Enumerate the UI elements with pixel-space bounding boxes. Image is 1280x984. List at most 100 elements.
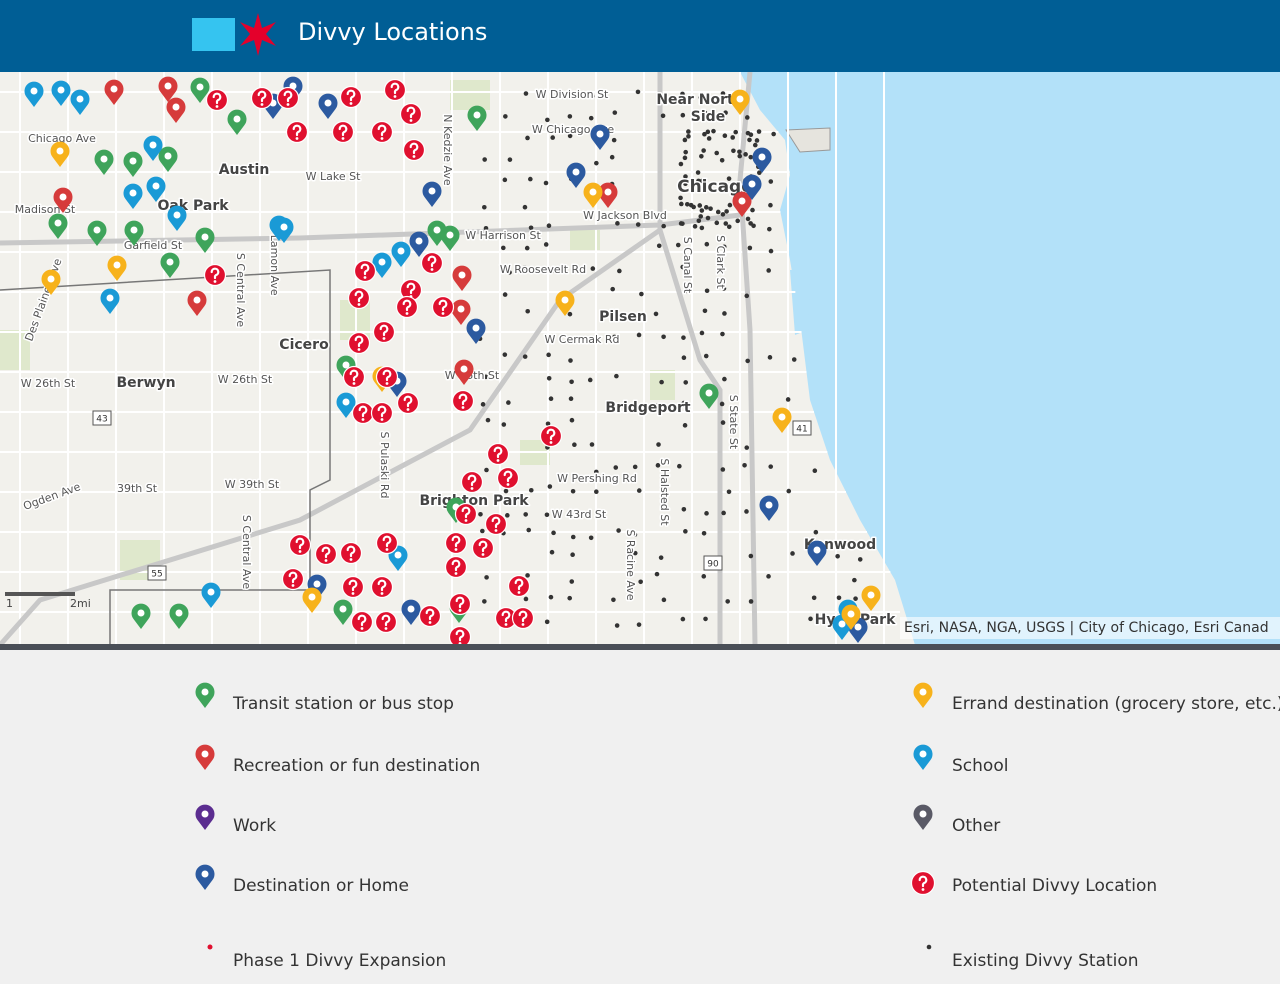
potential-location[interactable] (507, 574, 531, 598)
location-marker[interactable] (452, 265, 472, 291)
location-marker[interactable] (169, 603, 189, 629)
location-marker[interactable] (427, 220, 447, 246)
potential-location[interactable] (496, 466, 520, 490)
location-marker[interactable] (158, 146, 178, 172)
location-marker[interactable] (104, 79, 124, 105)
potential-location[interactable] (399, 278, 423, 302)
location-marker[interactable] (772, 407, 792, 433)
location-marker[interactable] (123, 183, 143, 209)
potential-location[interactable] (370, 120, 394, 144)
potential-location[interactable] (203, 263, 227, 287)
location-marker[interactable] (51, 80, 71, 106)
location-marker[interactable] (48, 213, 68, 239)
location-marker[interactable] (41, 269, 61, 295)
location-marker[interactable] (131, 603, 151, 629)
potential-location[interactable] (444, 555, 468, 579)
potential-location[interactable] (448, 592, 472, 616)
potential-location[interactable] (370, 575, 394, 599)
potential-location[interactable] (375, 365, 399, 389)
location-marker[interactable] (566, 162, 586, 188)
location-marker[interactable] (391, 241, 411, 267)
potential-location[interactable] (374, 610, 398, 634)
location-marker[interactable] (699, 383, 719, 409)
potential-location[interactable] (486, 442, 510, 466)
potential-location[interactable] (539, 424, 563, 448)
location-marker[interactable] (227, 109, 247, 135)
location-marker[interactable] (732, 191, 752, 217)
potential-location[interactable] (370, 401, 394, 425)
potential-location[interactable] (402, 138, 426, 162)
potential-location[interactable] (460, 470, 484, 494)
potential-location[interactable] (420, 251, 444, 275)
location-marker[interactable] (333, 599, 353, 625)
location-marker[interactable] (440, 225, 460, 251)
location-marker[interactable] (759, 495, 779, 521)
location-marker[interactable] (752, 147, 772, 173)
potential-location[interactable] (205, 88, 229, 112)
potential-location[interactable] (418, 604, 442, 628)
location-marker[interactable] (401, 599, 421, 625)
location-marker[interactable] (167, 205, 187, 231)
potential-location[interactable] (511, 606, 535, 630)
location-marker[interactable] (555, 290, 575, 316)
location-marker[interactable] (124, 220, 144, 246)
location-marker[interactable] (158, 76, 178, 102)
location-marker[interactable] (807, 540, 827, 566)
location-marker[interactable] (590, 124, 610, 150)
location-marker[interactable] (422, 181, 442, 207)
potential-location[interactable] (431, 295, 455, 319)
potential-location[interactable] (353, 259, 377, 283)
potential-location[interactable] (448, 625, 472, 645)
location-marker[interactable] (841, 604, 861, 630)
potential-location[interactable] (351, 401, 375, 425)
location-marker[interactable] (53, 187, 73, 213)
location-marker[interactable] (94, 149, 114, 175)
potential-location[interactable] (451, 389, 475, 413)
potential-location[interactable] (341, 575, 365, 599)
location-marker[interactable] (336, 355, 356, 381)
potential-location[interactable] (250, 86, 274, 110)
location-marker[interactable] (742, 174, 762, 200)
potential-location[interactable] (399, 102, 423, 126)
potential-location[interactable] (372, 320, 396, 344)
location-marker[interactable] (318, 93, 338, 119)
location-marker[interactable] (190, 77, 210, 103)
location-marker[interactable] (143, 135, 163, 161)
location-marker[interactable] (466, 318, 486, 344)
location-marker[interactable] (160, 252, 180, 278)
location-marker[interactable] (201, 582, 221, 608)
potential-location[interactable] (444, 531, 468, 555)
potential-location[interactable] (484, 512, 508, 536)
location-marker[interactable] (454, 359, 474, 385)
potential-location[interactable] (350, 610, 374, 634)
location-marker[interactable] (598, 182, 618, 208)
location-marker[interactable] (100, 288, 120, 314)
location-marker[interactable] (195, 227, 215, 253)
location-marker[interactable] (409, 231, 429, 257)
location-marker[interactable] (307, 574, 327, 600)
location-marker[interactable] (583, 182, 603, 208)
potential-location[interactable] (314, 542, 338, 566)
location-marker[interactable] (336, 392, 356, 418)
location-marker[interactable] (70, 89, 90, 115)
location-marker[interactable] (730, 89, 750, 115)
location-marker[interactable] (187, 290, 207, 316)
potential-location[interactable] (339, 85, 363, 109)
potential-location[interactable] (285, 120, 309, 144)
potential-location[interactable] (347, 286, 371, 310)
potential-location[interactable] (471, 536, 495, 560)
location-marker[interactable] (467, 105, 487, 131)
location-marker[interactable] (372, 252, 392, 278)
potential-location[interactable] (454, 502, 478, 526)
location-marker[interactable] (861, 585, 881, 611)
location-marker[interactable] (302, 587, 322, 613)
potential-location[interactable] (331, 120, 355, 144)
potential-location[interactable] (383, 78, 407, 102)
location-marker[interactable] (166, 97, 186, 123)
location-marker[interactable] (24, 81, 44, 107)
potential-location[interactable] (347, 331, 371, 355)
location-marker[interactable] (274, 217, 294, 243)
potential-location[interactable] (395, 295, 419, 319)
potential-location[interactable] (276, 86, 300, 110)
